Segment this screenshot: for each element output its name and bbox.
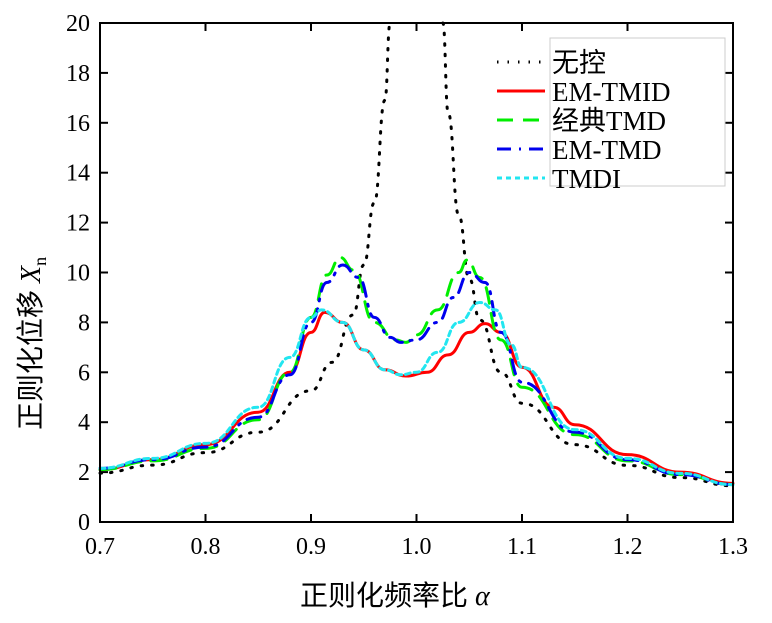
y-tick-label: 6 [78, 360, 90, 386]
x-axis-label: 正则化频率比 α [300, 580, 491, 612]
y-tick-label: 12 [66, 211, 90, 237]
series-line-0 [441, 21, 735, 488]
series-line-3 [98, 263, 735, 487]
series-line-2 [98, 256, 735, 487]
legend-label-1: EM-TMID [552, 77, 670, 107]
legend-label-3: EM-TMD [552, 135, 662, 165]
y-tick-label: 2 [78, 460, 90, 486]
y-tick-label: 4 [78, 410, 90, 436]
y-tick-label: 14 [66, 161, 90, 187]
x-tick-label: 1.1 [507, 534, 537, 560]
legend-label-0: 无控 [552, 48, 606, 78]
x-tick-label: 0.7 [85, 534, 115, 560]
y-tick-label: 18 [66, 61, 90, 87]
x-tick-label: 1.0 [402, 534, 432, 560]
legend-box [549, 37, 726, 187]
x-tick-label: 0.8 [191, 534, 221, 560]
x-tick-label: 0.9 [296, 534, 326, 560]
x-tick-label: 1.3 [718, 534, 748, 560]
y-tick-label: 16 [66, 111, 90, 137]
y-tick-label: 20 [66, 11, 90, 37]
y-tick-label: 8 [78, 310, 90, 336]
y-tick-label: 0 [78, 510, 90, 536]
x-tick-label: 1.2 [613, 534, 643, 560]
axis-ticks: 0.7 0.8 0.9 1.0 1.1 1.2 1.3 0 2 4 6 8 10 12 14 16 18 20 [66, 11, 748, 560]
y-tick-label: 10 [66, 261, 90, 287]
legend-label-2: 经典TMD [552, 106, 666, 136]
series-line-1 [98, 310, 735, 485]
series-line-0 [98, 21, 392, 475]
series-line-4 [98, 300, 735, 487]
legend-label-4: TMDI [552, 164, 621, 194]
y-axis-label: 正则化位移 Xn [15, 257, 50, 430]
plot-curves [98, 21, 735, 488]
